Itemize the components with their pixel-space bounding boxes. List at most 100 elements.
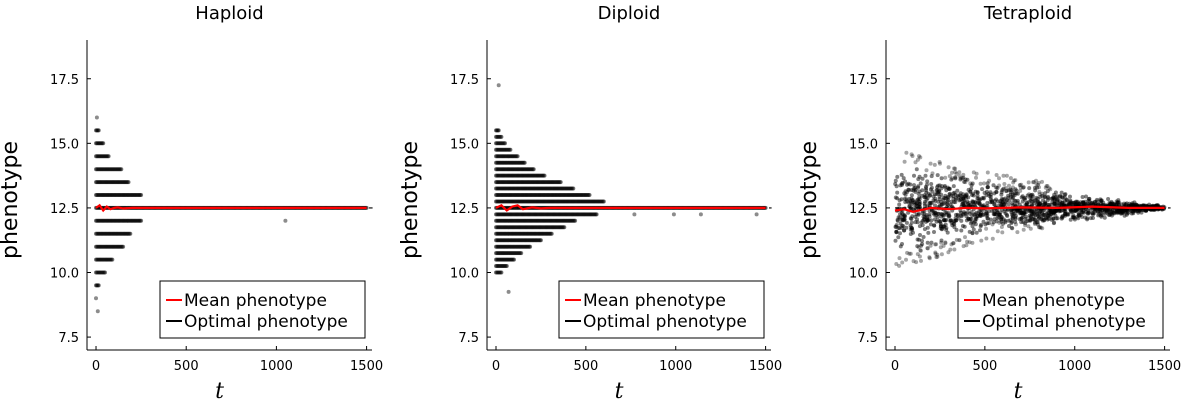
- individual-point: [1001, 186, 1006, 191]
- x-tick-label: 500: [174, 359, 199, 374]
- individual-point: [139, 218, 144, 223]
- y-tick-label: 15.0: [849, 137, 878, 152]
- individual-point: [1015, 230, 1020, 235]
- x-tick-label: 1000: [659, 359, 692, 374]
- individual-point: [982, 181, 987, 186]
- individual-point: [920, 176, 925, 181]
- individual-point: [1116, 200, 1120, 205]
- individual-point: [1108, 211, 1113, 216]
- x-tick-label: 1500: [350, 359, 383, 374]
- y-tick-label: 12.5: [450, 202, 479, 217]
- individual-point: [999, 196, 1004, 201]
- individual-point: [975, 196, 980, 201]
- individual-point: [902, 159, 907, 164]
- individual-point: [895, 196, 900, 201]
- individual-point: [562, 225, 567, 230]
- y-tick-label: 7.5: [458, 331, 479, 346]
- individual-point: [971, 170, 976, 175]
- individual-point: [995, 210, 1000, 215]
- individual-point: [1033, 188, 1038, 193]
- individual-point: [939, 240, 944, 245]
- individual-point: [981, 219, 986, 224]
- individual-point: [955, 188, 960, 193]
- individual-point: [1027, 192, 1032, 197]
- individual-point: [912, 173, 916, 178]
- y-tick-label: 17.5: [849, 73, 878, 88]
- individual-point: [943, 241, 948, 246]
- individual-point: [1080, 195, 1085, 199]
- legend-box: [159, 280, 366, 339]
- individual-point: [1054, 199, 1059, 204]
- individual-point: [1027, 209, 1032, 213]
- individual-point: [1007, 224, 1011, 228]
- individual-point: [1009, 221, 1014, 225]
- individual-point: [1013, 220, 1018, 224]
- individual-point: [968, 221, 973, 226]
- individual-point: [1106, 197, 1111, 201]
- individual-point: [978, 181, 983, 186]
- individual-point: [960, 176, 965, 181]
- individual-point: [1019, 220, 1024, 225]
- individual-point: [128, 231, 133, 236]
- individual-point: [1126, 210, 1131, 215]
- individual-point: [1100, 208, 1105, 213]
- individual-point: [951, 241, 956, 246]
- individual-point: [1079, 208, 1084, 213]
- individual-point: [1034, 182, 1039, 187]
- individual-point: [1039, 216, 1044, 221]
- individual-point: [1040, 214, 1044, 219]
- individual-point: [971, 193, 976, 198]
- individual-point: [970, 213, 975, 218]
- individual-point: [979, 222, 984, 227]
- individual-point: [974, 171, 979, 176]
- individual-point: [935, 254, 940, 259]
- x-tick-label: 500: [972, 359, 997, 374]
- individual-point: [1037, 190, 1042, 194]
- individual-point: [1036, 222, 1040, 227]
- x-tick-label: 0: [891, 359, 899, 374]
- individual-point: [1051, 216, 1056, 221]
- individual-point: [1046, 202, 1051, 207]
- individual-point: [921, 235, 926, 239]
- individual-point: [930, 189, 935, 194]
- individual-point: [558, 180, 563, 185]
- individual-point: [1073, 209, 1078, 213]
- individual-point: [994, 189, 999, 194]
- individual-point: [1010, 226, 1015, 231]
- individual-point: [994, 173, 999, 177]
- individual-point: [1133, 202, 1138, 207]
- individual-point: [1073, 202, 1078, 207]
- individual-point: [519, 251, 524, 256]
- y-tick-label: 10.0: [849, 267, 878, 282]
- individual-point: [1052, 209, 1057, 214]
- individual-point: [1053, 190, 1058, 195]
- individual-point: [1014, 222, 1018, 227]
- individual-point: [1085, 211, 1090, 216]
- individual-point: [496, 128, 501, 133]
- individual-point: [1031, 211, 1036, 216]
- individual-point: [928, 161, 933, 166]
- individual-point: [978, 228, 982, 233]
- individual-point: [995, 186, 1000, 190]
- individual-point: [1090, 211, 1095, 216]
- individual-point: [1008, 218, 1013, 223]
- x-axis-label: t: [1014, 379, 1023, 400]
- individual-point: [997, 176, 1001, 181]
- individual-point: [938, 161, 942, 166]
- individual-point: [1026, 218, 1031, 223]
- individual-point: [894, 223, 899, 228]
- individual-point: [894, 184, 899, 189]
- individual-point: [139, 193, 144, 197]
- individual-point: [512, 257, 516, 262]
- individual-point: [909, 152, 914, 157]
- individual-point: [1037, 185, 1041, 190]
- individual-point: [918, 248, 923, 253]
- individual-point: [515, 154, 520, 159]
- individual-point: [928, 222, 933, 227]
- individual-point: [893, 238, 898, 243]
- individual-point: [969, 183, 974, 188]
- individual-point: [1018, 185, 1023, 190]
- individual-point: [976, 211, 981, 216]
- individual-point: [973, 217, 978, 222]
- y-tick-label: 7.5: [58, 331, 79, 346]
